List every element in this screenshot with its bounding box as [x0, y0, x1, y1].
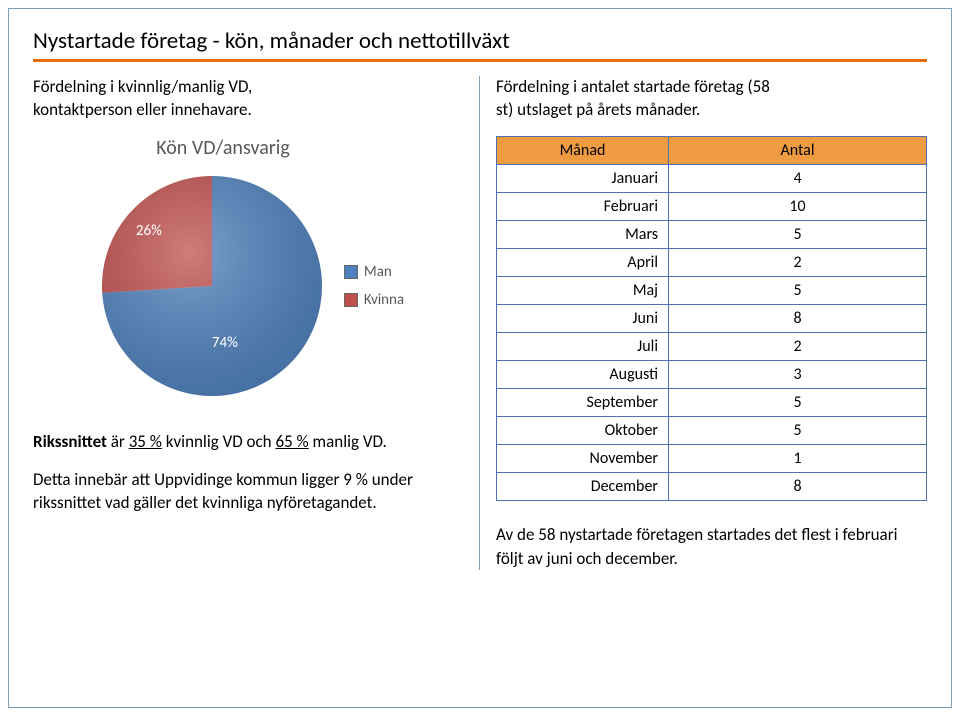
table-cell-count: 2 — [669, 332, 927, 360]
table-row: Mars5 — [497, 220, 927, 248]
legend-swatch-man — [344, 265, 358, 279]
legend-swatch-kvinna — [344, 293, 358, 307]
right-bottom-text: Av de 58 nystartade företagen startades … — [496, 523, 927, 571]
table-row: Oktober5 — [497, 416, 927, 444]
table-cell-month: Maj — [497, 276, 669, 304]
table-cell-month: Mars — [497, 220, 669, 248]
table-cell-month: December — [497, 472, 669, 500]
table-row: Juni8 — [497, 304, 927, 332]
table-cell-count: 10 — [669, 192, 927, 220]
table-cell-count: 5 — [669, 416, 927, 444]
left-bottom-p2: Detta innebär att Uppvidinge kommun ligg… — [33, 468, 463, 516]
left-bottom-t2: kvinnlig VD och — [162, 431, 276, 452]
pie-graphic: 26% 74% — [92, 166, 332, 406]
left-lead-line2: kontaktperson eller innehavare. — [33, 99, 252, 120]
page-title: Nystartade företag - kön, månader och ne… — [33, 27, 927, 55]
left-bottom-t1: är — [111, 431, 129, 452]
table-row: Augusti3 — [497, 360, 927, 388]
pie-shading — [102, 176, 322, 396]
table-cell-count: 4 — [669, 164, 927, 192]
table-cell-month: Juli — [497, 332, 669, 360]
table-body: Januari4Februari10Mars5April2Maj5Juni8Ju… — [497, 164, 927, 500]
legend-label-man: Man — [364, 263, 392, 281]
table-header-count: Antal — [669, 136, 927, 164]
table-row: Februari10 — [497, 192, 927, 220]
table-row: Januari4 — [497, 164, 927, 192]
table-cell-month: September — [497, 388, 669, 416]
table-cell-month: Februari — [497, 192, 669, 220]
table-row: November1 — [497, 444, 927, 472]
table-cell-count: 2 — [669, 248, 927, 276]
two-column-layout: Fördelning i kvinnlig/manlig VD, kontakt… — [33, 76, 927, 570]
table-cell-month: April — [497, 248, 669, 276]
pie-label-kvinna: 26% — [136, 222, 162, 240]
table-cell-month: Januari — [497, 164, 669, 192]
divider-accent — [33, 59, 927, 62]
page-frame: Nystartade företag - kön, månader och ne… — [8, 8, 952, 708]
table-cell-count: 5 — [669, 276, 927, 304]
left-bottom-u1: 35 % — [129, 431, 162, 452]
right-lead-line2: st) utslaget på årets månader. — [496, 99, 700, 120]
table-cell-month: Augusti — [497, 360, 669, 388]
table-cell-count: 3 — [669, 360, 927, 388]
pie-chart-title: Kön VD/ansvarig — [0, 136, 463, 160]
right-column: Fördelning i antalet startade företag (5… — [480, 76, 927, 570]
legend-label-kvinna: Kvinna — [364, 291, 404, 309]
left-column: Fördelning i kvinnlig/manlig VD, kontakt… — [33, 76, 480, 570]
left-lead-line1: Fördelning i kvinnlig/manlig VD, — [33, 76, 252, 97]
right-lead-line1: Fördelning i antalet startade företag (5… — [496, 76, 770, 97]
left-bottom-t3: manlig VD. — [309, 431, 387, 452]
table-header-row: Månad Antal — [497, 136, 927, 164]
table-header-month: Månad — [497, 136, 669, 164]
table-row: April2 — [497, 248, 927, 276]
left-bottom-bold: Rikssnittet — [33, 431, 111, 452]
pie-svg — [92, 166, 332, 406]
table-cell-month: Oktober — [497, 416, 669, 444]
pie-chart: 26% 74% Man Kvinna — [33, 166, 463, 406]
left-lead: Fördelning i kvinnlig/manlig VD, kontakt… — [33, 76, 463, 122]
left-bottom-p1: Rikssnittet är 35 % kvinnlig VD och 65 %… — [33, 430, 463, 454]
pie-label-man: 74% — [212, 334, 238, 352]
table-cell-month: November — [497, 444, 669, 472]
table-row: Maj5 — [497, 276, 927, 304]
pie-legend: Man Kvinna — [344, 263, 404, 309]
table-row: Juli2 — [497, 332, 927, 360]
table-cell-count: 1 — [669, 444, 927, 472]
legend-item-man: Man — [344, 263, 404, 281]
table-row: December8 — [497, 472, 927, 500]
table-cell-count: 8 — [669, 472, 927, 500]
table-cell-count: 8 — [669, 304, 927, 332]
table-row: September5 — [497, 388, 927, 416]
right-lead: Fördelning i antalet startade företag (5… — [496, 76, 927, 122]
legend-item-kvinna: Kvinna — [344, 291, 404, 309]
month-table: Månad Antal Januari4Februari10Mars5April… — [496, 136, 927, 501]
table-cell-count: 5 — [669, 220, 927, 248]
table-cell-count: 5 — [669, 388, 927, 416]
table-cell-month: Juni — [497, 304, 669, 332]
left-bottom-u2: 65 % — [275, 431, 308, 452]
